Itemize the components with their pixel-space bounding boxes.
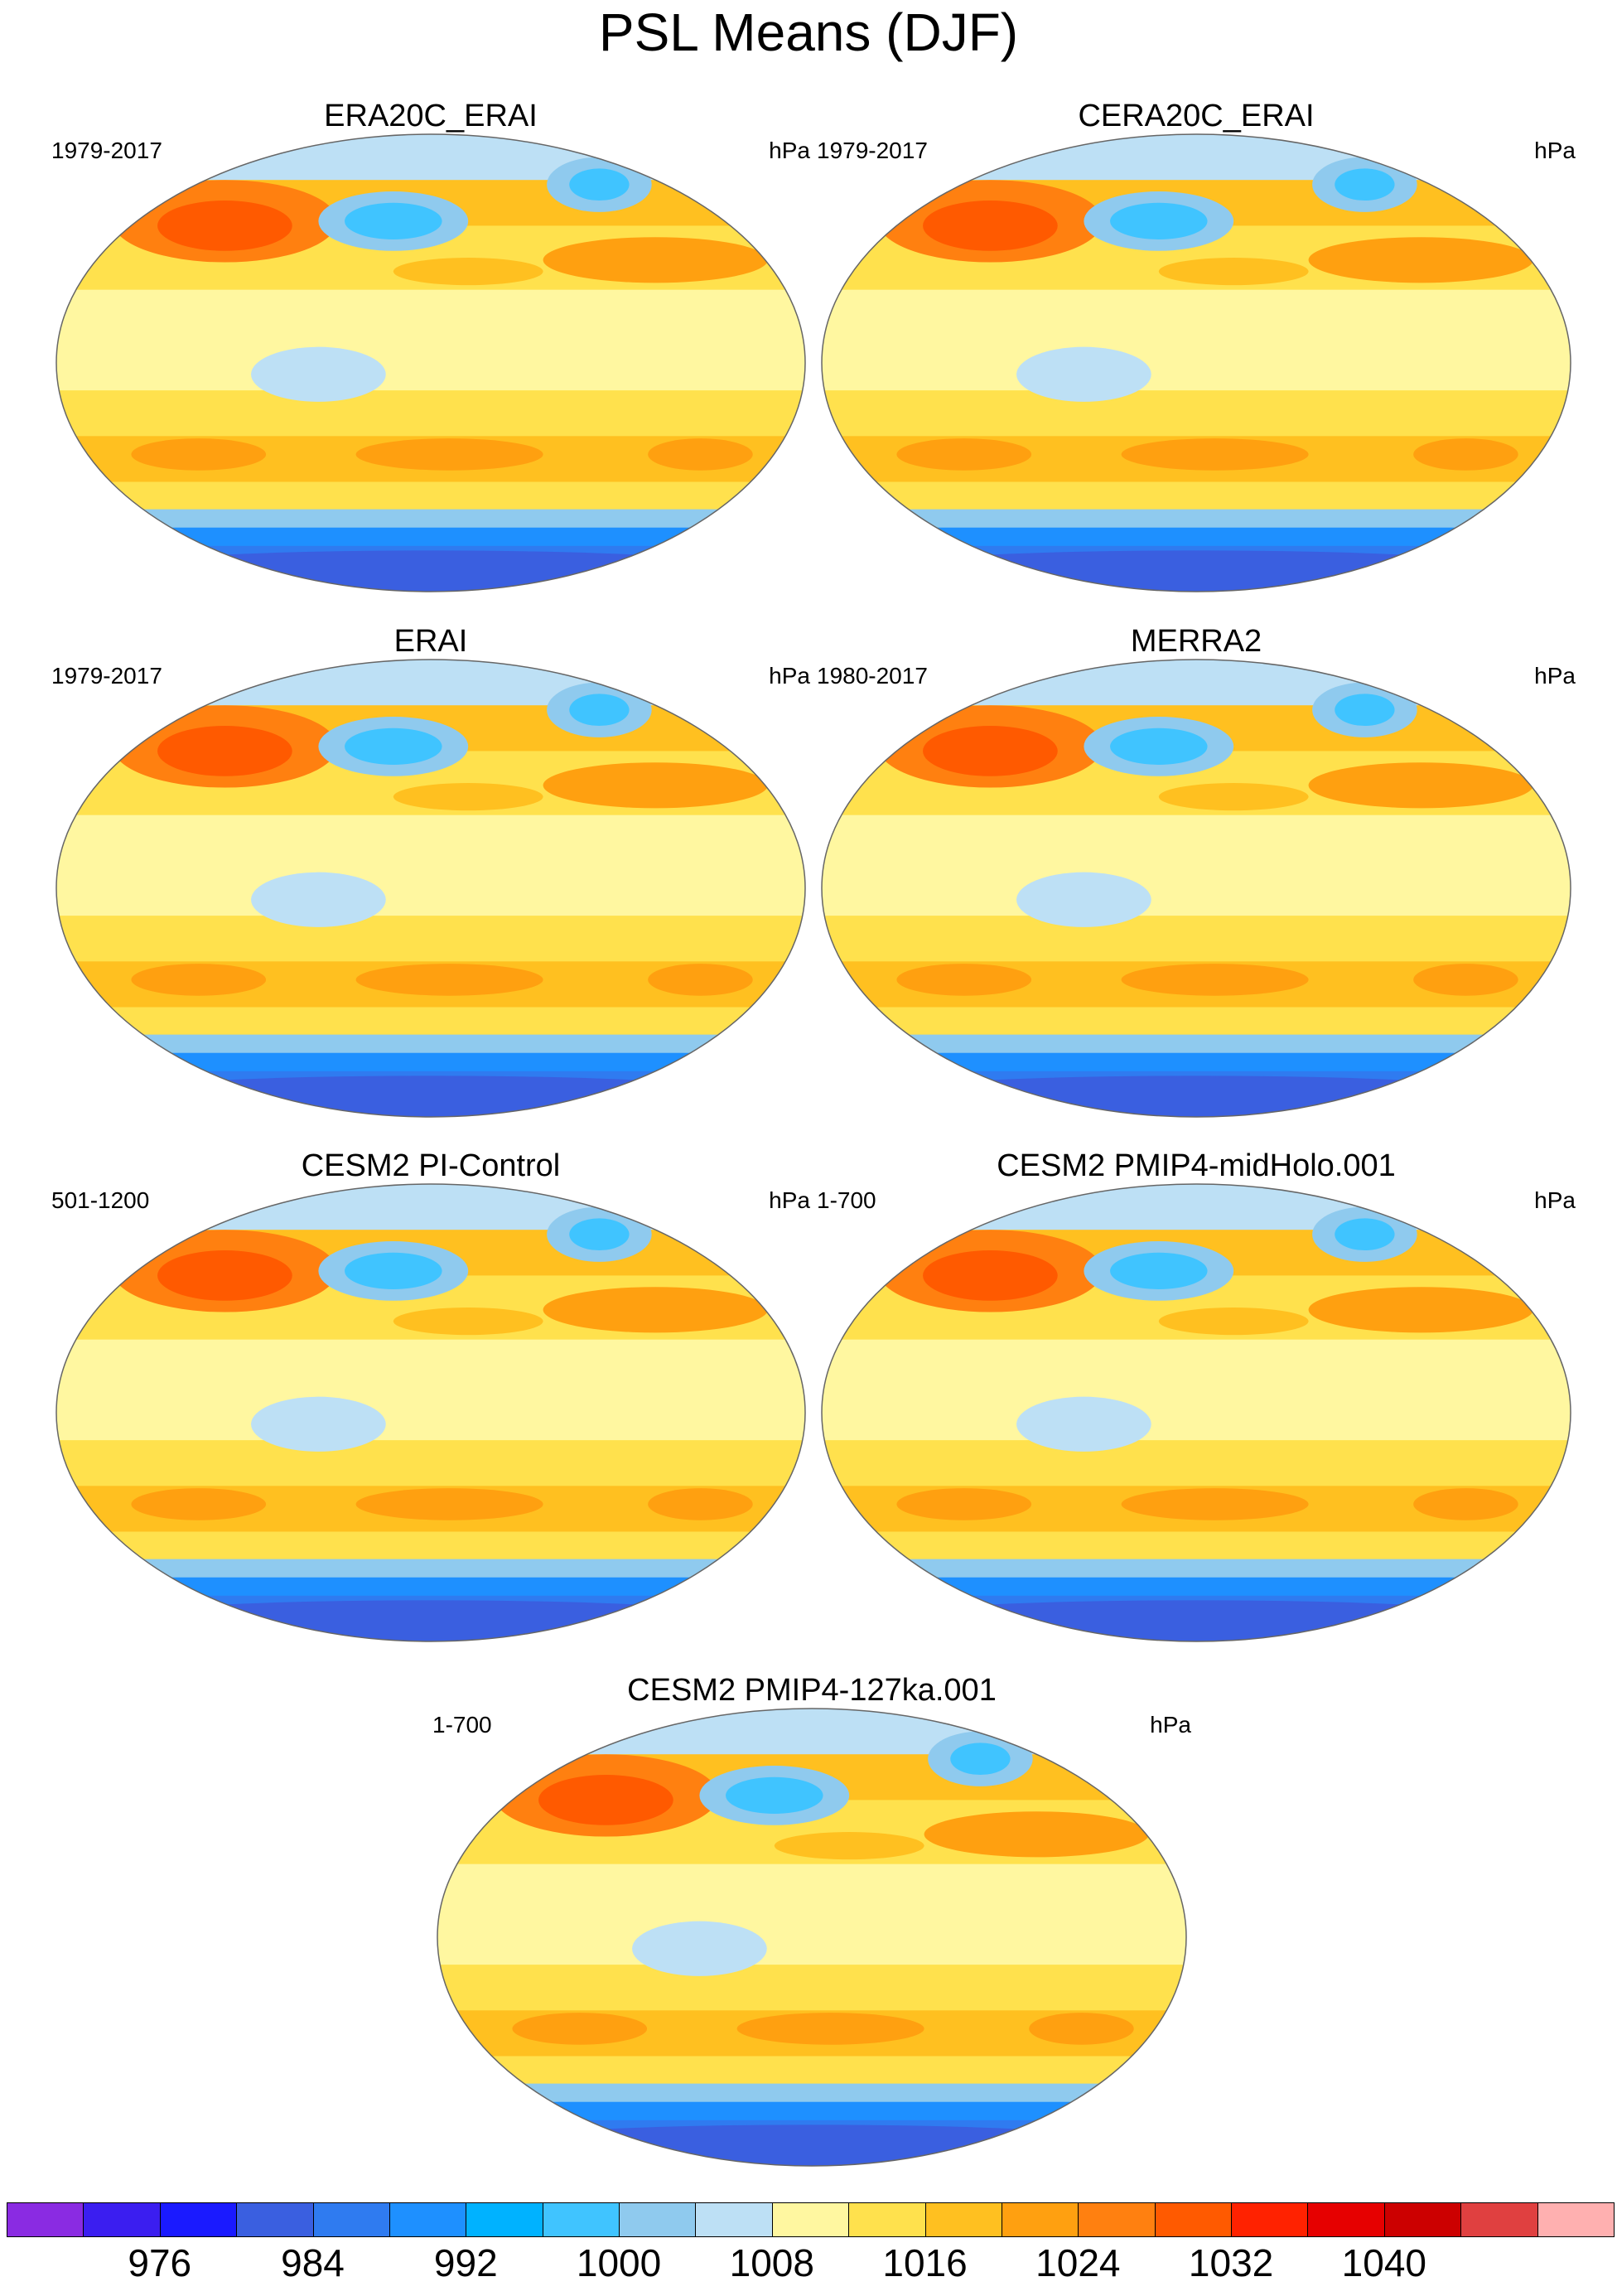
panel-title: ERA20C_ERAI (324, 99, 538, 133)
panel-years: 1979-2017 (51, 138, 162, 163)
colorbar-swatch (695, 2202, 773, 2237)
colorbar (7, 2202, 1615, 2237)
colorbar-swatch (771, 2202, 850, 2237)
colorbar-swatch (1231, 2202, 1309, 2237)
colorbar-tick-label: 1016 (882, 2241, 968, 2284)
colorbar-swatch (1078, 2202, 1156, 2237)
panel-units: hPa (769, 663, 810, 689)
colorbar-swatch (312, 2202, 390, 2237)
colorbar-tick-label: 1040 (1341, 2241, 1427, 2284)
colorbar-tick-label: 1000 (576, 2241, 662, 2284)
map-panel: CESM2 PI-Control 501-1200 hPa (50, 1148, 812, 1645)
colorbar-swatch (619, 2202, 697, 2237)
panel-units: hPa (769, 138, 810, 163)
colorbar-swatch (1383, 2202, 1462, 2237)
panel-years: 1-700 (432, 1712, 492, 1738)
psl-map (437, 1708, 1187, 2167)
colorbar-swatch (83, 2202, 161, 2237)
map-panel: MERRA2 1980-2017 hPa (815, 623, 1577, 1120)
colorbar-swatch (924, 2202, 1002, 2237)
panel-title: ERAI (393, 624, 468, 659)
psl-map (56, 659, 806, 1118)
panel-units: hPa (1534, 663, 1576, 689)
panel-years: 1980-2017 (817, 663, 928, 689)
colorbar-swatch (466, 2202, 543, 2237)
colorbar-swatch (1460, 2202, 1538, 2237)
psl-map (821, 659, 1571, 1118)
panel-units: hPa (769, 1187, 810, 1213)
colorbar-swatch (1307, 2202, 1385, 2237)
map-panel: CERA20C_ERAI 1979-2017 hPa (815, 98, 1577, 595)
psl-map (56, 1183, 806, 1642)
colorbar-tick-label: 992 (433, 2241, 498, 2284)
psl-map (821, 1183, 1571, 1642)
colorbar-labels: 976 984 992 1000 1008 1016 1024 1032 1040 (7, 2240, 1614, 2289)
map-panel: CESM2 PMIP4-midHolo.001 1-700 hPa (815, 1148, 1577, 1645)
panel-years: 1979-2017 (817, 138, 928, 163)
panel-years: 1-700 (817, 1187, 876, 1213)
figure-title: PSL Means (DJF) (598, 2, 1019, 62)
psl-map (821, 133, 1571, 592)
panel-title: CESM2 PMIP4-127ka.001 (627, 1673, 997, 1708)
panel-title: CERA20C_ERAI (1078, 99, 1315, 133)
colorbar-swatch (389, 2202, 467, 2237)
colorbar-swatch (848, 2202, 926, 2237)
panel-units: hPa (1150, 1712, 1191, 1738)
colorbar-swatch (542, 2202, 620, 2237)
colorbar-tick-label: 1024 (1035, 2241, 1121, 2284)
panel-years: 1979-2017 (51, 663, 162, 689)
colorbar-swatch (236, 2202, 314, 2237)
panel-units: hPa (1534, 1187, 1576, 1213)
colorbar-swatch (1537, 2202, 1615, 2237)
panel-years: 501-1200 (51, 1187, 150, 1213)
map-panel: ERAI 1979-2017 hPa (50, 623, 812, 1120)
colorbar-tick-label: 1032 (1188, 2241, 1274, 2284)
colorbar-swatch (1154, 2202, 1233, 2237)
colorbar-tick-label: 1008 (729, 2241, 814, 2284)
panel-title: CESM2 PMIP4-midHolo.001 (997, 1148, 1396, 1183)
psl-map (56, 133, 806, 592)
colorbar-tick-label: 984 (281, 2241, 345, 2284)
map-panel: ERA20C_ERAI 1979-2017 hPa (50, 98, 812, 595)
colorbar-tick-label: 976 (128, 2241, 192, 2284)
panel-title: MERRA2 (1130, 624, 1262, 659)
colorbar-swatch (7, 2202, 84, 2237)
panel-units: hPa (1534, 138, 1576, 163)
map-panel: CESM2 PMIP4-127ka.001 1-700 hPa (431, 1672, 1193, 2169)
panel-title: CESM2 PI-Control (301, 1148, 561, 1183)
colorbar-swatch (159, 2202, 238, 2237)
colorbar-swatch (1001, 2202, 1079, 2237)
